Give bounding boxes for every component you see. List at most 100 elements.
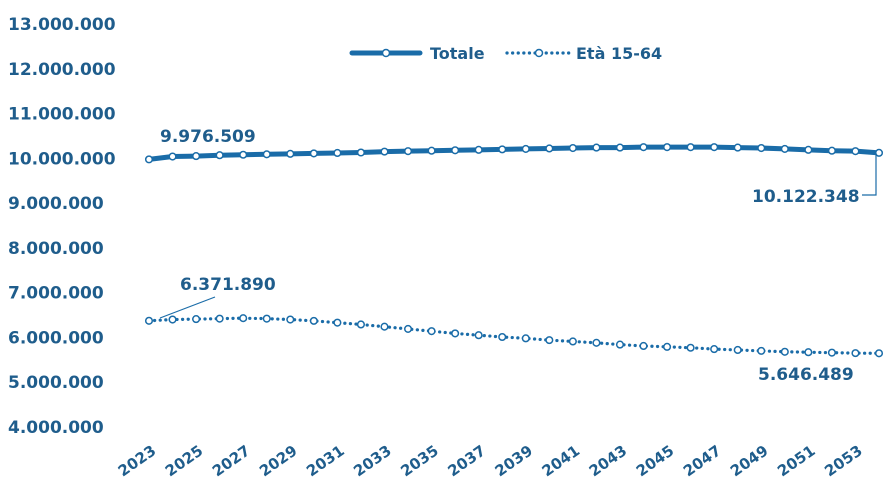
series-0-point bbox=[545, 144, 554, 153]
y-tick-label: 11.000.000 bbox=[8, 105, 116, 125]
series-0-point bbox=[262, 150, 271, 159]
series-1-point bbox=[851, 349, 860, 358]
series-1-point bbox=[615, 340, 625, 349]
series-1-point bbox=[474, 331, 483, 340]
series-0-point bbox=[568, 143, 577, 153]
series-0-point bbox=[592, 143, 601, 152]
annotation-eta-end: 5.646.489 bbox=[758, 365, 854, 385]
series-1-point bbox=[663, 342, 672, 351]
y-tick-label: 8.000.000 bbox=[8, 239, 104, 259]
series-1-point bbox=[545, 336, 554, 345]
series-1-point bbox=[144, 316, 154, 325]
series-0-point bbox=[403, 147, 413, 156]
series-0-point bbox=[309, 149, 318, 158]
x-axis: 2023 2025 2027 2029 2031 2033 2035 2037 2039 2041… bbox=[115, 442, 866, 481]
x-tick-label: 2045 bbox=[633, 442, 678, 481]
annotations: 9.976.509 10.122.348 6.371.890 5.646.489 bbox=[159, 127, 877, 385]
x-tick-label: 2053 bbox=[821, 442, 866, 481]
series-0-point bbox=[686, 143, 695, 152]
series-0-point bbox=[780, 144, 789, 153]
series-0-point bbox=[239, 150, 248, 159]
series-1-point bbox=[639, 341, 648, 351]
series-1-point bbox=[192, 315, 201, 324]
series-1-point bbox=[427, 327, 436, 336]
y-axis: 4.000.000 5.000.000 6.000.000 7.000.000 8.00… bbox=[8, 15, 116, 438]
legend-label-eta: Età 15-64 bbox=[576, 44, 662, 63]
series-0-point bbox=[474, 145, 483, 154]
series-1-point bbox=[757, 346, 766, 355]
series-1-point bbox=[215, 314, 224, 323]
series-1-point bbox=[521, 334, 530, 343]
series-1-point bbox=[451, 329, 460, 338]
series-0-point bbox=[827, 146, 836, 155]
series-1-point bbox=[686, 343, 695, 352]
series-0-point bbox=[498, 145, 507, 154]
x-tick-label: 2025 bbox=[162, 442, 207, 481]
annotation-totale-start: 9.976.509 bbox=[160, 127, 256, 147]
series-1-point bbox=[498, 332, 507, 342]
annotation-leader-eta-start bbox=[159, 296, 216, 319]
x-tick-label: 2033 bbox=[350, 442, 395, 481]
series-1-point bbox=[168, 315, 177, 324]
series-0-point bbox=[168, 152, 177, 161]
series-1-point bbox=[804, 348, 813, 357]
series-1-point bbox=[262, 314, 271, 323]
y-tick-label: 5.000.000 bbox=[8, 373, 104, 393]
x-tick-label: 2037 bbox=[444, 442, 489, 481]
series-1-point bbox=[780, 347, 789, 356]
x-tick-label: 2041 bbox=[539, 442, 584, 481]
series-0-point bbox=[663, 143, 672, 152]
series-0-point bbox=[615, 143, 625, 152]
series-0-point bbox=[215, 151, 224, 160]
y-tick-label: 4.000.000 bbox=[8, 418, 104, 438]
series-1-point bbox=[733, 345, 742, 355]
series-0-point bbox=[380, 147, 389, 156]
x-tick-label: 2051 bbox=[774, 442, 819, 481]
y-tick-label: 6.000.000 bbox=[8, 328, 104, 348]
y-tick-label: 12.000.000 bbox=[8, 60, 116, 80]
series-0-point bbox=[757, 143, 766, 153]
series-1-point bbox=[380, 322, 389, 331]
series-1-point bbox=[827, 348, 836, 357]
series-1-point bbox=[286, 315, 295, 324]
legend-marker-eta bbox=[534, 48, 544, 58]
annotation-totale-end: 10.122.348 bbox=[752, 187, 860, 207]
series-0-point bbox=[733, 143, 742, 152]
annotation-leader-totale-end bbox=[862, 153, 877, 196]
x-tick-label: 2047 bbox=[680, 442, 725, 481]
series-1-point bbox=[356, 320, 365, 329]
legend-marker-totale bbox=[381, 48, 391, 58]
series-0-point bbox=[874, 148, 884, 157]
series-1-point bbox=[874, 349, 884, 358]
x-tick-label: 2023 bbox=[115, 442, 160, 481]
annotation-eta-start: 6.371.890 bbox=[180, 275, 276, 295]
series-0-point bbox=[639, 143, 648, 152]
series-0-point bbox=[356, 148, 365, 157]
series-0-point bbox=[710, 143, 719, 152]
legend: Totale Età 15-64 bbox=[349, 44, 662, 63]
series-0-point bbox=[286, 149, 295, 158]
x-tick-label: 2035 bbox=[397, 442, 442, 481]
series-0-point bbox=[427, 146, 436, 155]
series-1-point bbox=[710, 345, 719, 354]
series-1-point bbox=[309, 316, 318, 325]
series-layer bbox=[144, 143, 884, 358]
series-0-point bbox=[144, 155, 154, 164]
series-1-point bbox=[333, 318, 342, 327]
series-1-point bbox=[239, 314, 248, 323]
series-0-point bbox=[804, 145, 813, 154]
legend-label-totale: Totale bbox=[430, 44, 485, 63]
series-1-point bbox=[403, 324, 413, 333]
x-tick-label: 2049 bbox=[727, 442, 772, 481]
x-tick-label: 2039 bbox=[492, 442, 537, 481]
y-tick-label: 10.000.000 bbox=[8, 149, 116, 169]
x-tick-label: 2031 bbox=[303, 442, 348, 481]
x-tick-label: 2043 bbox=[586, 442, 631, 481]
series-0-point bbox=[333, 148, 342, 158]
x-tick-label: 2029 bbox=[256, 442, 301, 481]
series-0-point bbox=[451, 146, 460, 155]
y-tick-label: 9.000.000 bbox=[8, 194, 104, 214]
y-tick-label: 13.000.000 bbox=[8, 15, 116, 35]
x-tick-label: 2027 bbox=[209, 442, 254, 481]
